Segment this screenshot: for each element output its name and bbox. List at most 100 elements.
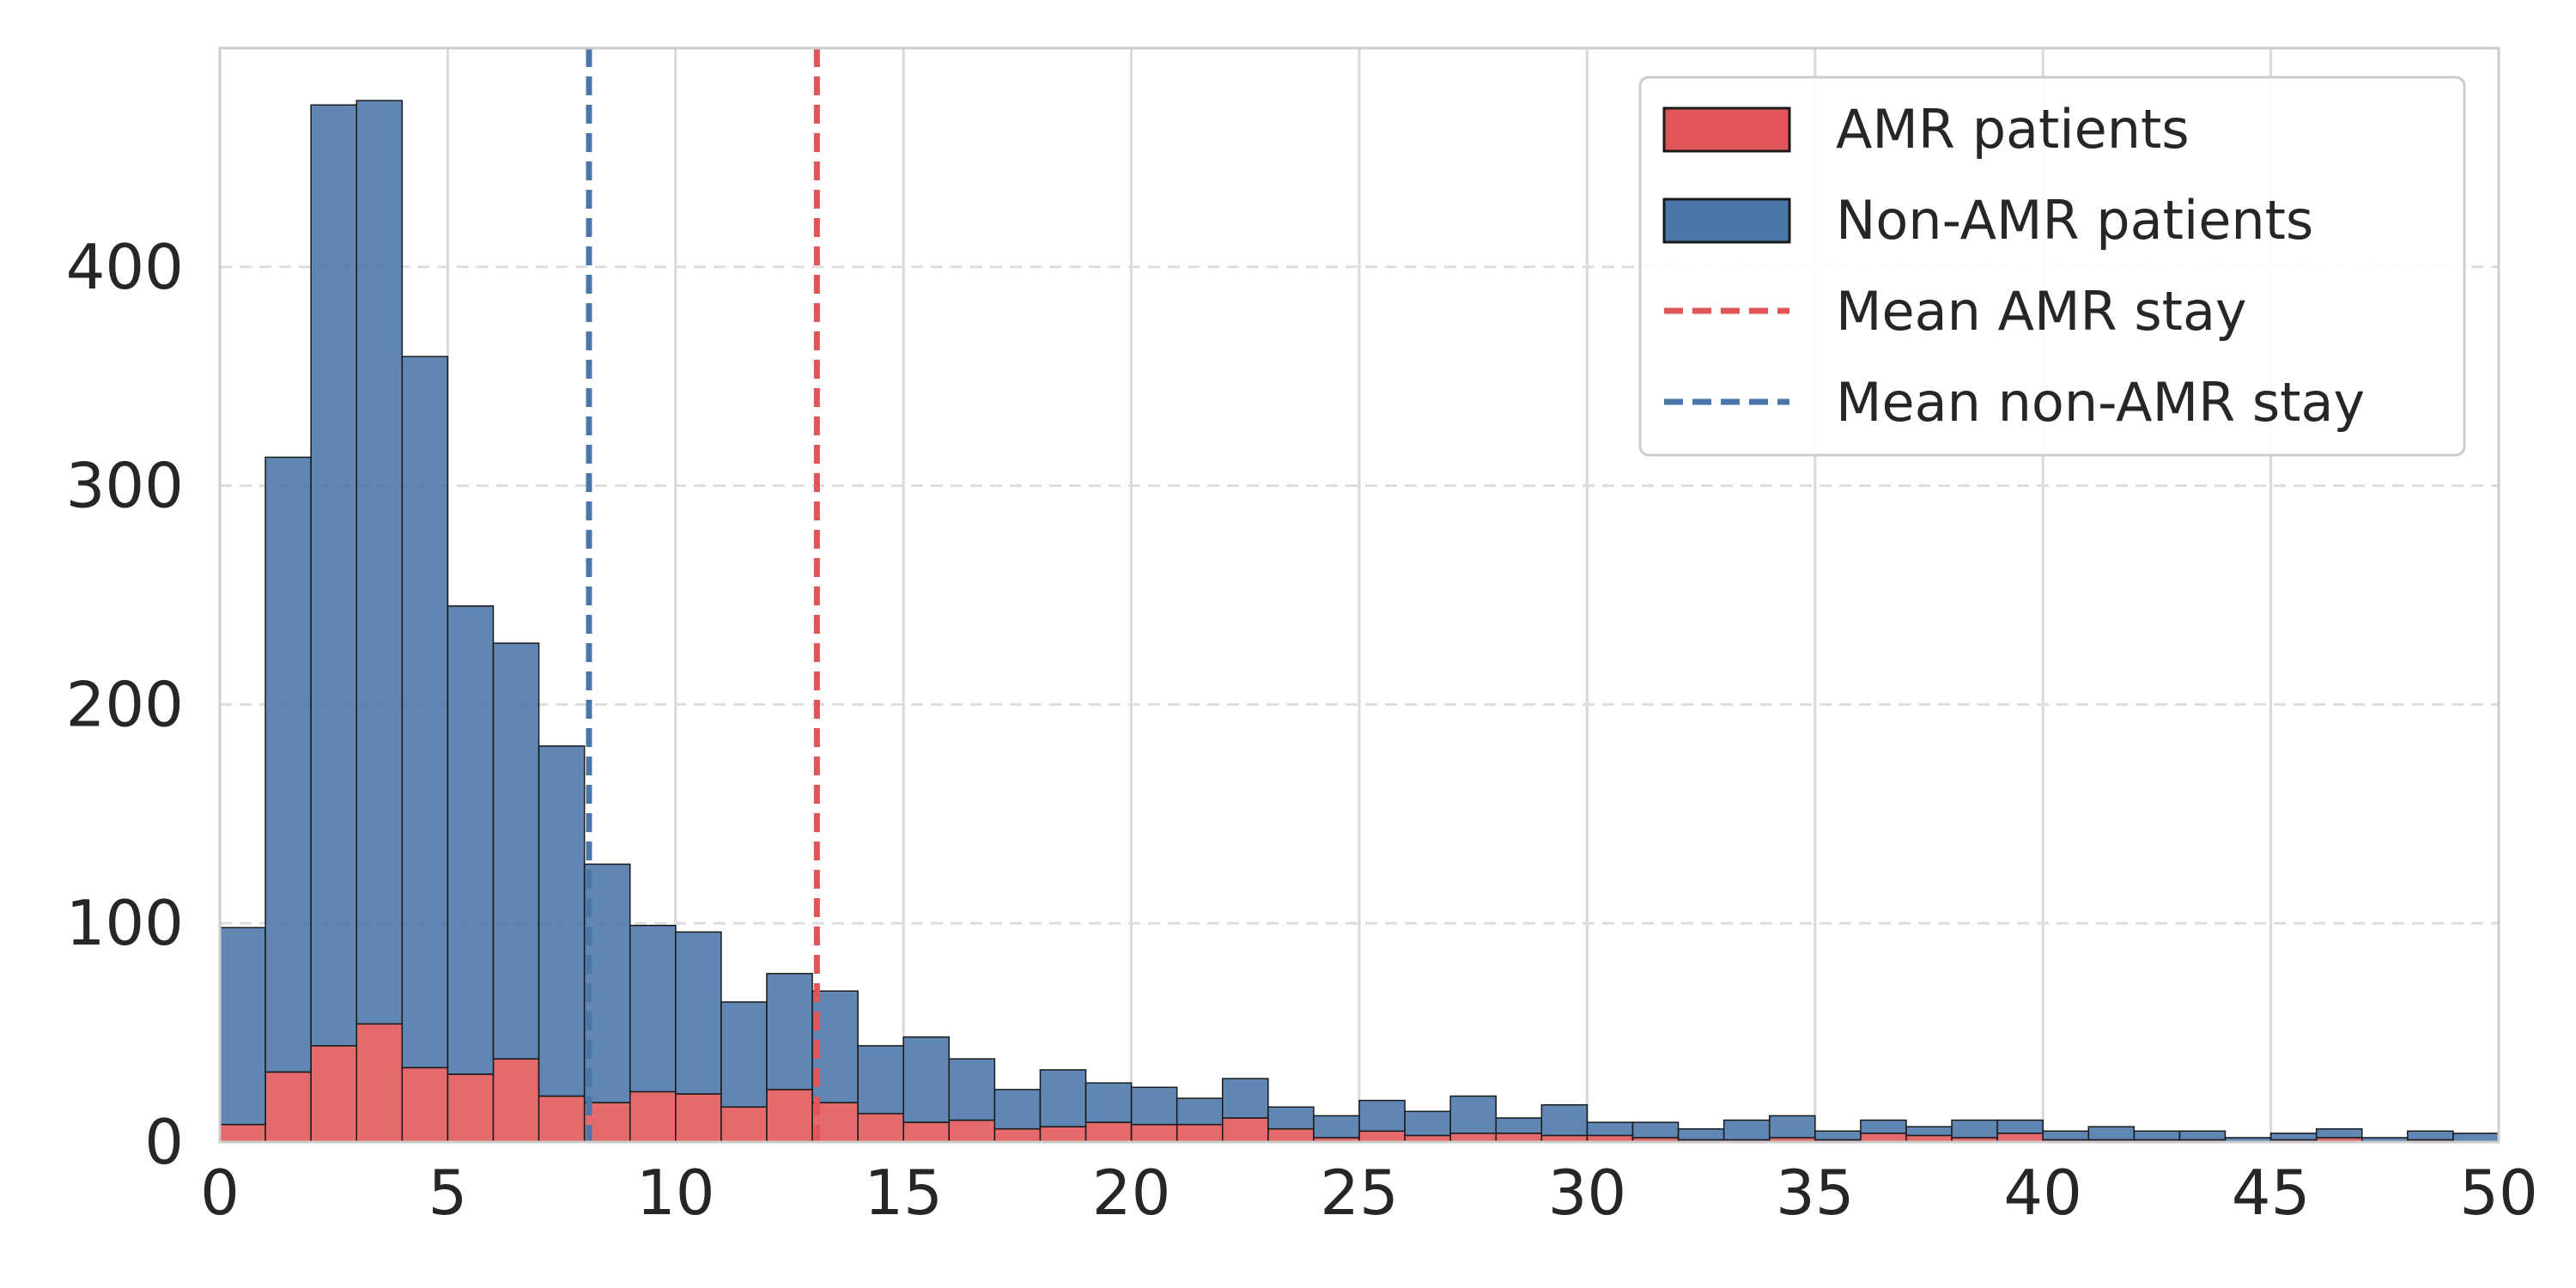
non-amr-bar <box>2269 1133 2318 1141</box>
y-tick-label: 300 <box>66 450 184 522</box>
non-amr-bar <box>2178 1130 2227 1141</box>
non-amr-bar <box>310 104 357 1047</box>
non-amr-bar <box>993 1089 1042 1130</box>
non-amr-bar <box>264 456 312 1073</box>
non-amr-bar <box>1404 1110 1451 1137</box>
y-tick-label: 400 <box>66 231 184 303</box>
amr-bar <box>1267 1127 1315 1143</box>
amr-bar <box>1495 1133 1543 1143</box>
non-amr-bar <box>2042 1130 2090 1141</box>
y-axis: 0 100 200 300 400 <box>66 231 184 1178</box>
legend-entry-mean-non-amr-stay: Mean non-AMR stay <box>1664 371 2365 434</box>
non-amr-bar <box>1677 1127 1725 1141</box>
x-tick-label: 15 <box>864 1157 943 1229</box>
legend-swatch <box>1662 106 1791 153</box>
non-amr-bar <box>1996 1119 2044 1134</box>
non-amr-bar <box>811 990 859 1103</box>
amr-bar <box>1449 1133 1497 1143</box>
x-tick-label: 25 <box>1320 1157 1399 1229</box>
amr-bar <box>993 1127 1042 1143</box>
non-amr-bar <box>492 642 540 1060</box>
y-tick-label: 200 <box>66 668 184 740</box>
x-tick-label: 20 <box>1092 1157 1171 1229</box>
legend-label: Mean AMR stay <box>1836 280 2247 343</box>
amr-bar <box>355 1023 404 1143</box>
amr-bar <box>492 1058 540 1143</box>
non-amr-bar <box>1814 1130 1862 1141</box>
legend-label: AMR patients <box>1836 98 2190 161</box>
x-tick-label: 40 <box>2003 1157 2082 1229</box>
legend-entry-mean-amr-stay: Mean AMR stay <box>1664 280 2247 343</box>
y-tick-label: 100 <box>66 887 184 959</box>
bars-layer <box>219 100 2500 1143</box>
x-tick-label: 5 <box>428 1157 467 1229</box>
legend-box <box>1638 76 2466 457</box>
non-amr-bar <box>1495 1117 1543 1134</box>
non-amr-bar <box>219 927 266 1126</box>
reference-lines-layer <box>586 48 820 1142</box>
non-amr-bar <box>447 605 495 1075</box>
non-amr-bar <box>401 355 449 1069</box>
non-amr-bar <box>1176 1097 1224 1126</box>
non-amr-bar <box>629 924 677 1093</box>
amr-bar <box>1130 1123 1178 1143</box>
amr-bar <box>675 1093 722 1143</box>
non-amr-bar <box>1586 1121 1634 1137</box>
non-amr-bar <box>1130 1086 1178 1126</box>
x-tick-label: 10 <box>636 1157 715 1229</box>
non-amr-bar <box>1313 1115 1360 1139</box>
amr-bar <box>902 1121 951 1143</box>
non-amr-bar <box>1540 1103 1589 1137</box>
amr-bar <box>401 1066 449 1143</box>
amr-bar <box>629 1091 677 1143</box>
non-amr-bar <box>2087 1126 2136 1141</box>
non-amr-bar <box>1084 1082 1133 1123</box>
non-amr-bar <box>1951 1119 1998 1139</box>
non-amr-bar <box>1358 1099 1406 1133</box>
amr-bar <box>857 1113 904 1143</box>
non-amr-bar <box>1449 1095 1497 1134</box>
non-amr-bar <box>857 1045 904 1115</box>
legend-swatch <box>1662 197 1791 244</box>
non-amr-bar <box>766 973 813 1091</box>
non-amr-bar <box>1039 1069 1087 1127</box>
legend-entry-amr-patients: AMR patients <box>1662 98 2190 161</box>
non-amr-bar <box>1860 1119 1907 1134</box>
amr-bar <box>219 1123 266 1143</box>
legend-label: Non-AMR patients <box>1836 189 2313 252</box>
amr-bar <box>1860 1133 1907 1143</box>
x-tick-label: 45 <box>2232 1157 2311 1229</box>
plot-frame <box>218 46 2500 1144</box>
non-amr-bar <box>538 745 586 1097</box>
amr-bar <box>583 1102 631 1143</box>
non-amr-bar <box>948 1058 996 1121</box>
amr-bar <box>1084 1121 1133 1143</box>
amr-bar <box>310 1045 357 1143</box>
non-amr-bar <box>2315 1127 2363 1139</box>
non-amr-bar <box>1722 1119 1771 1141</box>
amr-bar <box>948 1119 996 1143</box>
non-amr-bar <box>2407 1130 2454 1141</box>
amr-bar <box>1176 1123 1224 1143</box>
x-tick-label: 0 <box>200 1157 240 1229</box>
amr-bar <box>447 1073 495 1143</box>
non-amr-bar <box>355 100 404 1025</box>
non-amr-bar <box>2133 1130 2181 1141</box>
non-amr-bar <box>1222 1078 1269 1119</box>
non-amr-bar <box>583 863 631 1103</box>
amr-bar <box>1222 1117 1269 1143</box>
legend-label: Mean non-AMR stay <box>1836 371 2365 434</box>
amr-bar <box>264 1071 312 1143</box>
x-axis: 0 5 10 15 20 25 30 35 40 45 50 <box>200 1157 2538 1229</box>
non-amr-bar <box>1768 1115 1816 1139</box>
x-tick-label: 35 <box>1776 1157 1855 1229</box>
x-tick-label: 30 <box>1548 1157 1627 1229</box>
non-amr-bar <box>1267 1106 1315 1130</box>
amr-bar <box>538 1095 586 1143</box>
non-amr-bar <box>1631 1121 1680 1139</box>
amr-bar <box>1039 1126 1087 1143</box>
amr-bar <box>811 1102 859 1143</box>
non-amr-bar <box>902 1036 951 1123</box>
non-amr-bar <box>2452 1133 2500 1143</box>
amr-bar <box>1358 1130 1406 1143</box>
